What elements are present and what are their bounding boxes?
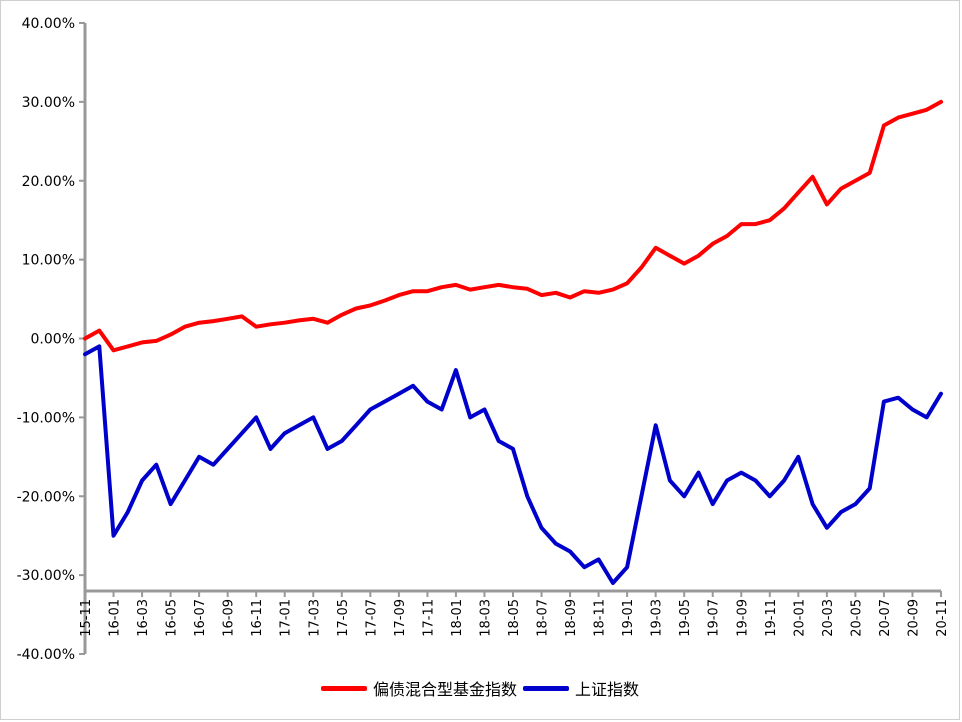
x-tick-label: 16-09 <box>222 599 237 637</box>
x-tick-label: 16-01 <box>108 599 123 637</box>
x-tick-label: 18-03 <box>478 599 493 637</box>
series-lines <box>83 99 943 585</box>
y-tick-label: 40.00% <box>22 16 75 32</box>
x-tick-label: 16-07 <box>193 599 208 637</box>
x-tick-label: 16-05 <box>165 599 180 637</box>
x-tick-label: 20-07 <box>878 599 893 637</box>
x-tick-label: 18-07 <box>536 599 551 637</box>
legend-item-sse-index: 上证指数 <box>523 676 639 700</box>
y-tick-label: -40.00% <box>17 647 75 663</box>
legend: 偏债混合型基金指数 上证指数 <box>0 676 960 700</box>
x-tick-label: 17-05 <box>336 599 351 637</box>
x-tick-label: 18-09 <box>564 599 579 637</box>
x-tick-label: 20-03 <box>821 599 836 637</box>
y-tick-label: 0.00% <box>31 332 75 348</box>
legend-swatch-bond-fund-index <box>320 685 367 691</box>
axes <box>83 23 941 654</box>
x-tick-label: 18-05 <box>507 599 522 637</box>
x-tick-label: 20-05 <box>849 599 864 637</box>
x-tick-label: 19-11 <box>764 599 779 637</box>
x-tick-label: 20-01 <box>792 599 807 637</box>
series-line-bond-fund-index <box>83 99 943 353</box>
x-tick-label: 17-09 <box>393 599 408 637</box>
legend-label-sse-index: 上证指数 <box>575 680 640 699</box>
y-tick-label: -30.00% <box>17 568 75 584</box>
y-tick-label: -10.00% <box>17 410 75 426</box>
series-line-sse-index <box>83 344 943 585</box>
x-tick-label: 16-03 <box>136 599 151 637</box>
x-tick-label: 15-11 <box>79 599 94 637</box>
x-tick-label: 17-03 <box>307 599 322 637</box>
x-tick-labels: 15-11 16-01 16-03 16-05 16-07 16-09 16-11 17-01… <box>79 591 950 637</box>
legend-item-bond-fund-index: 偏债混合型基金指数 <box>320 676 517 700</box>
x-tick-label: 20-09 <box>906 599 921 637</box>
x-tick-label: 18-11 <box>593 599 608 637</box>
x-tick-label: 19-05 <box>678 599 693 637</box>
x-tick-label: 17-07 <box>364 599 379 637</box>
x-tick-label: 17-01 <box>279 599 294 637</box>
x-tick-label: 19-07 <box>707 599 722 637</box>
x-tick-label: 18-01 <box>450 599 465 637</box>
x-tick-label: 19-01 <box>621 599 636 637</box>
x-tick-label: 16-11 <box>250 599 265 637</box>
y-tick-label: 30.00% <box>22 95 75 111</box>
y-tick-label: 20.00% <box>22 174 75 190</box>
x-tick-label: 20-11 <box>935 599 950 637</box>
y-tick-labels: 40.00% 30.00% 20.00% 10.00% 0.00% -10.00% -20.… <box>17 16 85 663</box>
x-tick-label: 17-11 <box>421 599 436 637</box>
y-tick-label: -20.00% <box>17 489 75 505</box>
y-tick-label: 10.00% <box>22 253 75 269</box>
x-tick-label: 19-09 <box>735 599 750 637</box>
legend-swatch-sse-index <box>523 685 569 691</box>
x-tick-label: 19-03 <box>650 599 665 637</box>
legend-label-bond-fund-index: 偏债混合型基金指数 <box>372 680 517 699</box>
